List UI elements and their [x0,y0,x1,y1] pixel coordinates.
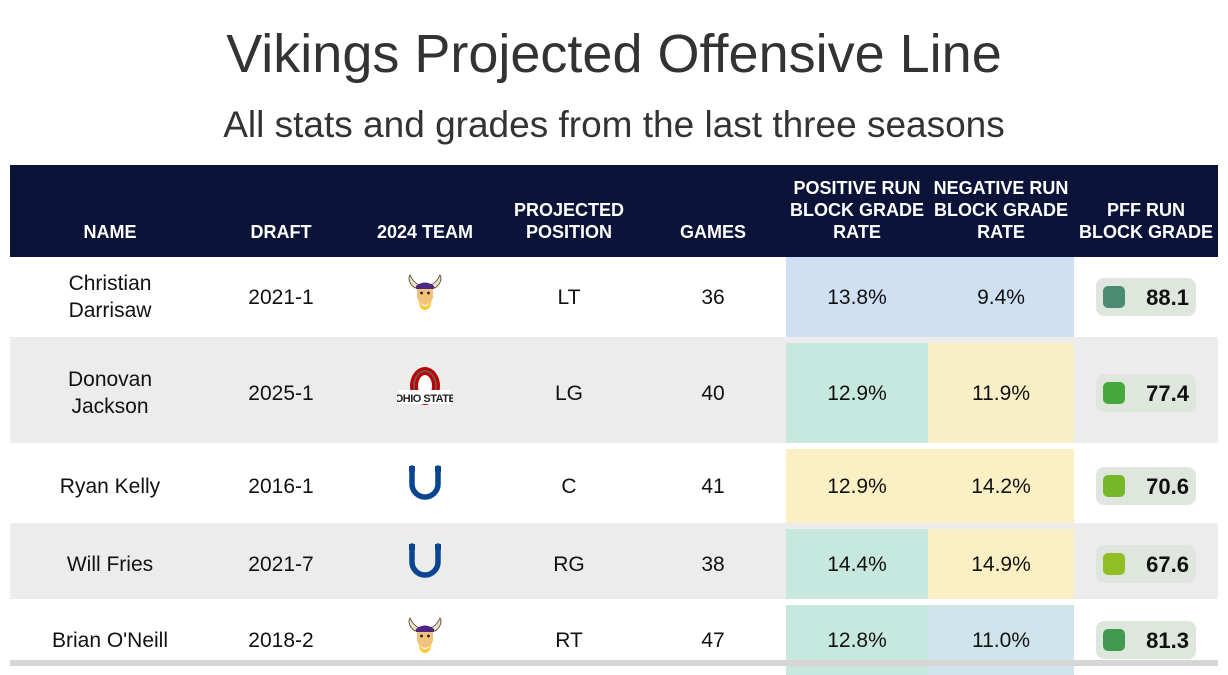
column-header-position[interactable]: PROJECTED POSITION [513,200,625,242]
player-name-cell: Donovan Jackson [67,368,153,418]
games-cell: 38 [701,552,725,576]
offensive-line-table: NAME DRAFT 2024 TEAM PROJECTED POSITION … [10,165,1218,675]
grade-badge: 70.6 [1096,467,1196,505]
player-name-cell: Will Fries [66,552,154,576]
position-cell: RT [555,628,583,652]
grade-cell: 70.6 [1074,449,1218,523]
draft-cell: 2016-1 [248,474,314,498]
column-header-draft[interactable]: DRAFT [250,222,312,242]
grade-value: 70.6 [1146,473,1189,499]
row-spacer [10,443,1218,449]
grade-cell: 77.4 [1074,343,1218,443]
team-logo-cell [352,529,498,599]
player-name-cell: Brian O'Neill [51,628,169,652]
header-row: NAME DRAFT 2024 TEAM PROJECTED POSITION … [10,165,1218,257]
games-cell: 40 [701,381,725,405]
table-bottom-rule [10,660,1218,666]
negative-rate-cell: 14.2% [928,449,1074,523]
games-cell: 41 [701,474,725,498]
table-row: Ryan Kelly 2016-1 C 41 12.9% 14.2% 70.6 [10,449,1218,523]
draft-cell: 2025-1 [248,381,314,405]
grade-color-swatch [1103,475,1125,497]
grade-badge: 88.1 [1096,278,1196,316]
vikings-logo [407,616,443,664]
grade-color-swatch [1103,553,1125,575]
chart-title: Vikings Projected Offensive Line [226,24,1002,84]
positive-rate-cell: 13.8% [786,257,928,337]
ohio-state-logo: OHIO STATE [395,364,456,423]
column-header-negative-rate[interactable]: NEGATIVE RUN BLOCK GRADE RATE [933,178,1069,242]
position-cell: RG [553,552,585,576]
player-name-cell: Christian Darrisaw [68,272,152,322]
column-header-positive-rate[interactable]: POSITIVE RUN BLOCK GRADE RATE [790,178,924,242]
row-spacer [10,337,1218,343]
games-cell: 47 [701,628,725,652]
position-cell: LG [554,381,583,405]
grade-value: 88.1 [1146,284,1189,310]
draft-cell: 2018-2 [248,628,314,652]
negative-rate-cell: 11.9% [928,343,1074,443]
chart-subtitle: All stats and grades from the last three… [223,104,1005,145]
grade-badge: 67.6 [1096,545,1196,583]
games-cell: 36 [701,285,725,309]
column-header-team[interactable]: 2024 TEAM [376,222,474,242]
row-spacer [10,523,1218,529]
grade-cell: 88.1 [1074,257,1218,337]
grade-value: 81.3 [1146,627,1189,653]
colts-logo [406,462,444,511]
player-name-cell: Ryan Kelly [59,474,161,498]
colts-logo [406,540,444,589]
team-logo-cell: OHIO STATE [352,343,498,443]
grade-color-swatch [1103,382,1125,404]
position-cell: LT [557,285,581,309]
grade-color-swatch [1103,629,1125,651]
team-logo-cell [352,605,498,675]
team-logo-cell [352,257,498,337]
table-body: Christian Darrisaw 2021-1 LT 36 13.8% 9.4% 88.… [10,257,1218,675]
table-row: Will Fries 2021-7 RG 38 14.4% 14.9% 67.6 [10,529,1218,599]
positive-rate-cell: 12.9% [786,343,928,443]
grade-value: 77.4 [1146,380,1189,406]
grade-cell: 81.3 [1074,605,1218,675]
grade-cell: 67.6 [1074,529,1218,599]
column-header-games[interactable]: GAMES [679,222,746,242]
vikings-logo [407,273,443,321]
column-header-name[interactable]: NAME [83,222,137,242]
positive-rate-cell: 12.9% [786,449,928,523]
grade-color-swatch [1103,286,1125,308]
draft-cell: 2021-7 [248,552,314,576]
grade-badge: 81.3 [1096,621,1196,659]
table-row: Donovan Jackson 2025-1 OHIO STATE LG 40 12.9%… [10,343,1218,443]
negative-rate-cell: 9.4% [928,257,1074,337]
position-cell: C [561,474,577,498]
column-header-grade[interactable]: PFF RUN BLOCK GRADE [1079,200,1213,242]
grade-badge: 77.4 [1096,374,1196,412]
row-spacer [10,599,1218,605]
negative-rate-cell: 14.9% [928,529,1074,599]
positive-rate-cell: 14.4% [786,529,928,599]
team-logo-cell [352,449,498,523]
table-row: Christian Darrisaw 2021-1 LT 36 13.8% 9.4% 88.… [10,257,1218,337]
draft-cell: 2021-1 [248,285,314,309]
grade-value: 67.6 [1146,551,1189,577]
svg-text:OHIO STATE: OHIO STATE [397,393,453,405]
